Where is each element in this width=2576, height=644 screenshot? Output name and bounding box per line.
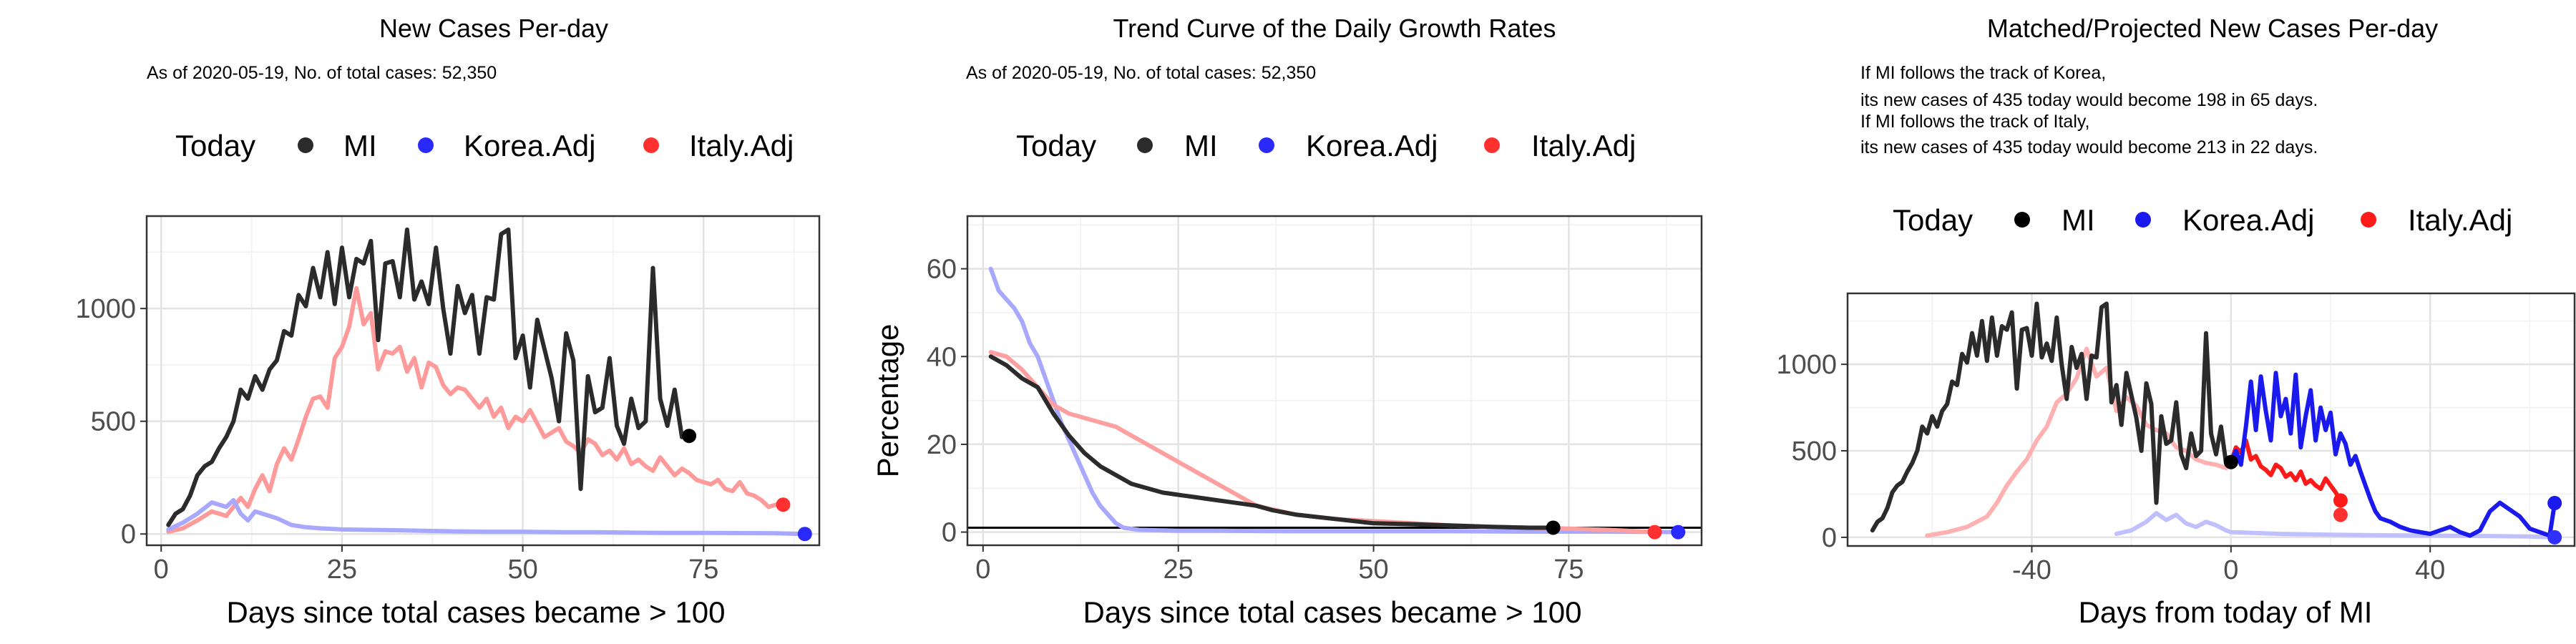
x-tick-label: 25 (327, 555, 357, 585)
legend-title: Today (175, 129, 255, 162)
chart-title: Trend Curve of the Daily Growth Rates (1113, 14, 1556, 43)
y-tick-label: 500 (91, 407, 136, 437)
legend-title: Today (1016, 129, 1096, 162)
x-axis-label: Days since total cases became > 100 (1083, 595, 1582, 629)
legend-key-korea (1259, 137, 1274, 153)
x-tick-label: 75 (688, 555, 718, 585)
plot-area: -40 0 40 0 500 1000 (1776, 292, 2576, 585)
x-axis-label: Days from today of MI (2079, 595, 2373, 629)
legend-key-italy (2361, 212, 2376, 228)
today-marker-korea-adj (2547, 496, 2562, 511)
today-marker-korea-adj (1671, 525, 1686, 540)
today-marker-italy-adj (2333, 507, 2348, 522)
legend-label-korea: Korea.Adj (1306, 129, 1438, 162)
x-tick-label: 0 (2223, 555, 2238, 585)
today-marker-mi (682, 429, 697, 444)
chart-subtitle-line: If MI follows the track of Korea, (1860, 63, 2106, 83)
legend: Today MI Korea.Adj Italy.Adj (1016, 129, 1636, 162)
legend-title: Today (1893, 203, 1973, 237)
x-tick-label: 0 (975, 555, 990, 585)
y-tick-label: 1000 (1776, 350, 1837, 380)
legend-key-italy (1484, 137, 1500, 153)
panel-projected-cases: Matched/Projected New Cases Per-day If M… (1776, 14, 2576, 629)
series-line-korea-adj (166, 498, 807, 537)
y-tick-label: 1000 (75, 294, 136, 324)
x-tick-label: 75 (1553, 555, 1584, 585)
y-tick-label: 60 (927, 255, 957, 285)
y-axis-label: Percentage (871, 324, 904, 478)
panel-new-cases: New Cases Per-day As of 2020-05-19, No. … (75, 14, 821, 629)
legend-label-korea: Korea.Adj (464, 129, 595, 162)
legend-key-mi (2014, 212, 2030, 228)
legend-label-mi: MI (2062, 203, 2095, 237)
y-tick-label: 0 (942, 518, 957, 548)
today-marker-italy-adj (1647, 525, 1662, 540)
chart-title: New Cases Per-day (379, 14, 608, 43)
series-line-mi (1870, 301, 2233, 533)
today-marker-korea-adj (2547, 530, 2562, 545)
series-line-italy-adj-projected (2228, 438, 2343, 503)
series-line-italy-adj (166, 286, 786, 535)
legend-key-mi (298, 137, 313, 153)
plot-border (145, 215, 821, 547)
x-axis-label: Days since total cases became > 100 (227, 595, 726, 629)
x-tick-label: 50 (507, 555, 537, 585)
plot-area: 0 25 50 75 0 500 1000 (75, 215, 821, 585)
series-line-korea-adj (2114, 511, 2557, 540)
legend-label-italy: Italy.Adj (2408, 203, 2512, 237)
legend-key-korea (2135, 212, 2151, 228)
legend-label-mi: MI (343, 129, 377, 162)
series-line-mi (988, 354, 1556, 530)
legend-label-italy: Italy.Adj (1531, 129, 1636, 162)
legend-key-korea (418, 137, 434, 153)
chart-title: Matched/Projected New Cases Per-day (1987, 14, 2438, 43)
chart-subtitle: As of 2020-05-19, No. of total cases: 52… (147, 63, 497, 83)
plot-area: 0 25 50 75 0 20 40 60 (927, 215, 1703, 585)
y-tick-label: 20 (927, 430, 957, 460)
today-marker-korea-adj (797, 527, 812, 542)
series-line-korea-adj (988, 266, 1681, 535)
today-marker-italy-adj (2333, 493, 2348, 508)
y-tick-label: 0 (121, 519, 136, 550)
x-tick-label: 50 (1358, 555, 1388, 585)
plot-border (966, 215, 1703, 547)
y-tick-label: 0 (1822, 523, 1837, 553)
x-tick-label: 25 (1163, 555, 1194, 585)
y-tick-label: 500 (1792, 436, 1837, 467)
legend: Today MI Korea.Adj Italy.Adj (1893, 203, 2512, 237)
legend-key-italy (643, 137, 659, 153)
series-line-korea-adj-projected (2228, 371, 2557, 538)
legend: Today MI Korea.Adj Italy.Adj (175, 129, 794, 162)
chart-subtitle-line: If MI follows the track of Italy, (1860, 112, 2089, 132)
x-tick-label: -40 (2012, 555, 2051, 585)
chart-subtitle-line: its new cases of 435 today would become … (1860, 90, 2318, 110)
today-marker-mi (1546, 520, 1561, 535)
legend-key-mi (1137, 137, 1153, 153)
x-tick-label: 40 (2415, 555, 2445, 585)
today-marker-italy-adj (776, 497, 791, 512)
x-tick-label: 0 (154, 555, 169, 585)
legend-label-mi: MI (1184, 129, 1218, 162)
chart-subtitle-line: its new cases of 435 today would become … (1860, 137, 2318, 157)
today-marker-mi (2223, 454, 2238, 469)
legend-label-korea: Korea.Adj (2182, 203, 2314, 237)
chart-subtitle: As of 2020-05-19, No. of total cases: 52… (966, 63, 1316, 83)
y-tick-label: 40 (927, 342, 957, 372)
plot-border (1846, 292, 2576, 547)
panel-growth-rates: Trend Curve of the Daily Growth Rates As… (871, 14, 1703, 629)
legend-label-italy: Italy.Adj (689, 129, 794, 162)
series-line-mi (166, 227, 692, 527)
